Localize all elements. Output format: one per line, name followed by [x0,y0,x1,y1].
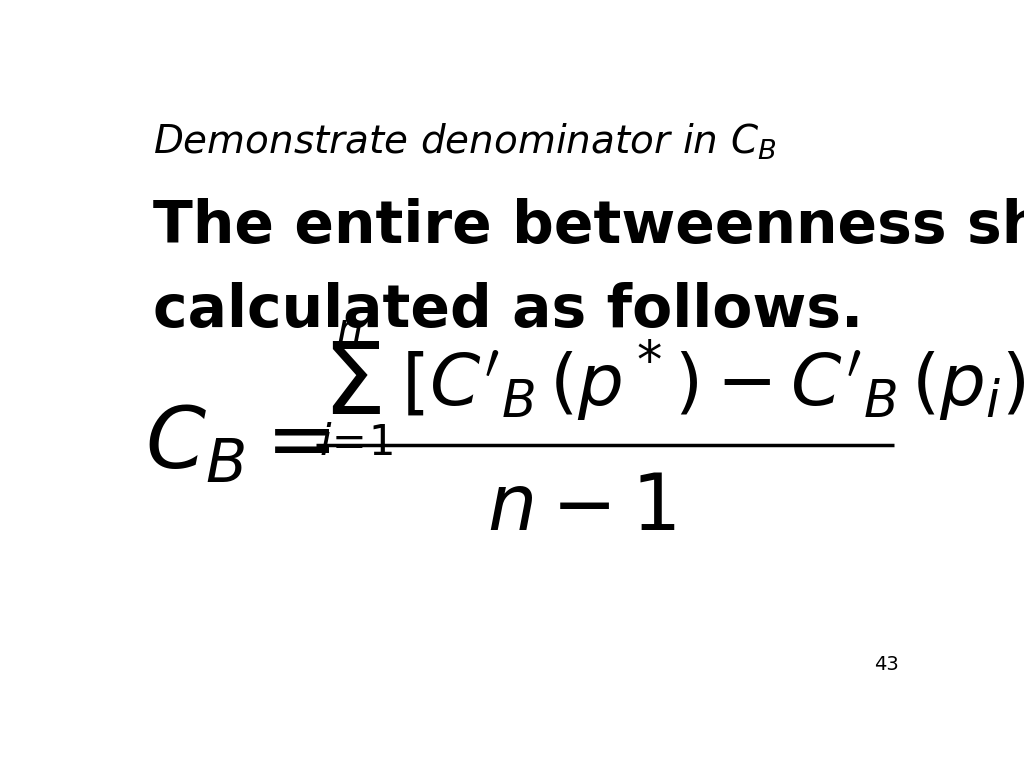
Text: $\mathit{Demonstrate\ denominator\ in\ C_B}$: $\mathit{Demonstrate\ denominator\ in\ C… [153,121,776,162]
Text: $n-1$: $n-1$ [486,470,676,546]
Text: $n$: $n$ [336,310,361,352]
Text: calculated as follows.: calculated as follows. [153,282,863,339]
Text: The entire betweenness should be: The entire betweenness should be [153,198,1024,256]
Text: $i\!=\!1$: $i\!=\!1$ [318,422,392,465]
Text: $[C'_B\,(p^*) - C'_B\,(p_i)]$: $[C'_B\,(p^*) - C'_B\,(p_i)]$ [400,338,1024,425]
Text: $\Sigma$: $\Sigma$ [322,339,381,435]
Text: $C_B =$: $C_B =$ [145,403,331,486]
Text: 43: 43 [874,655,899,674]
